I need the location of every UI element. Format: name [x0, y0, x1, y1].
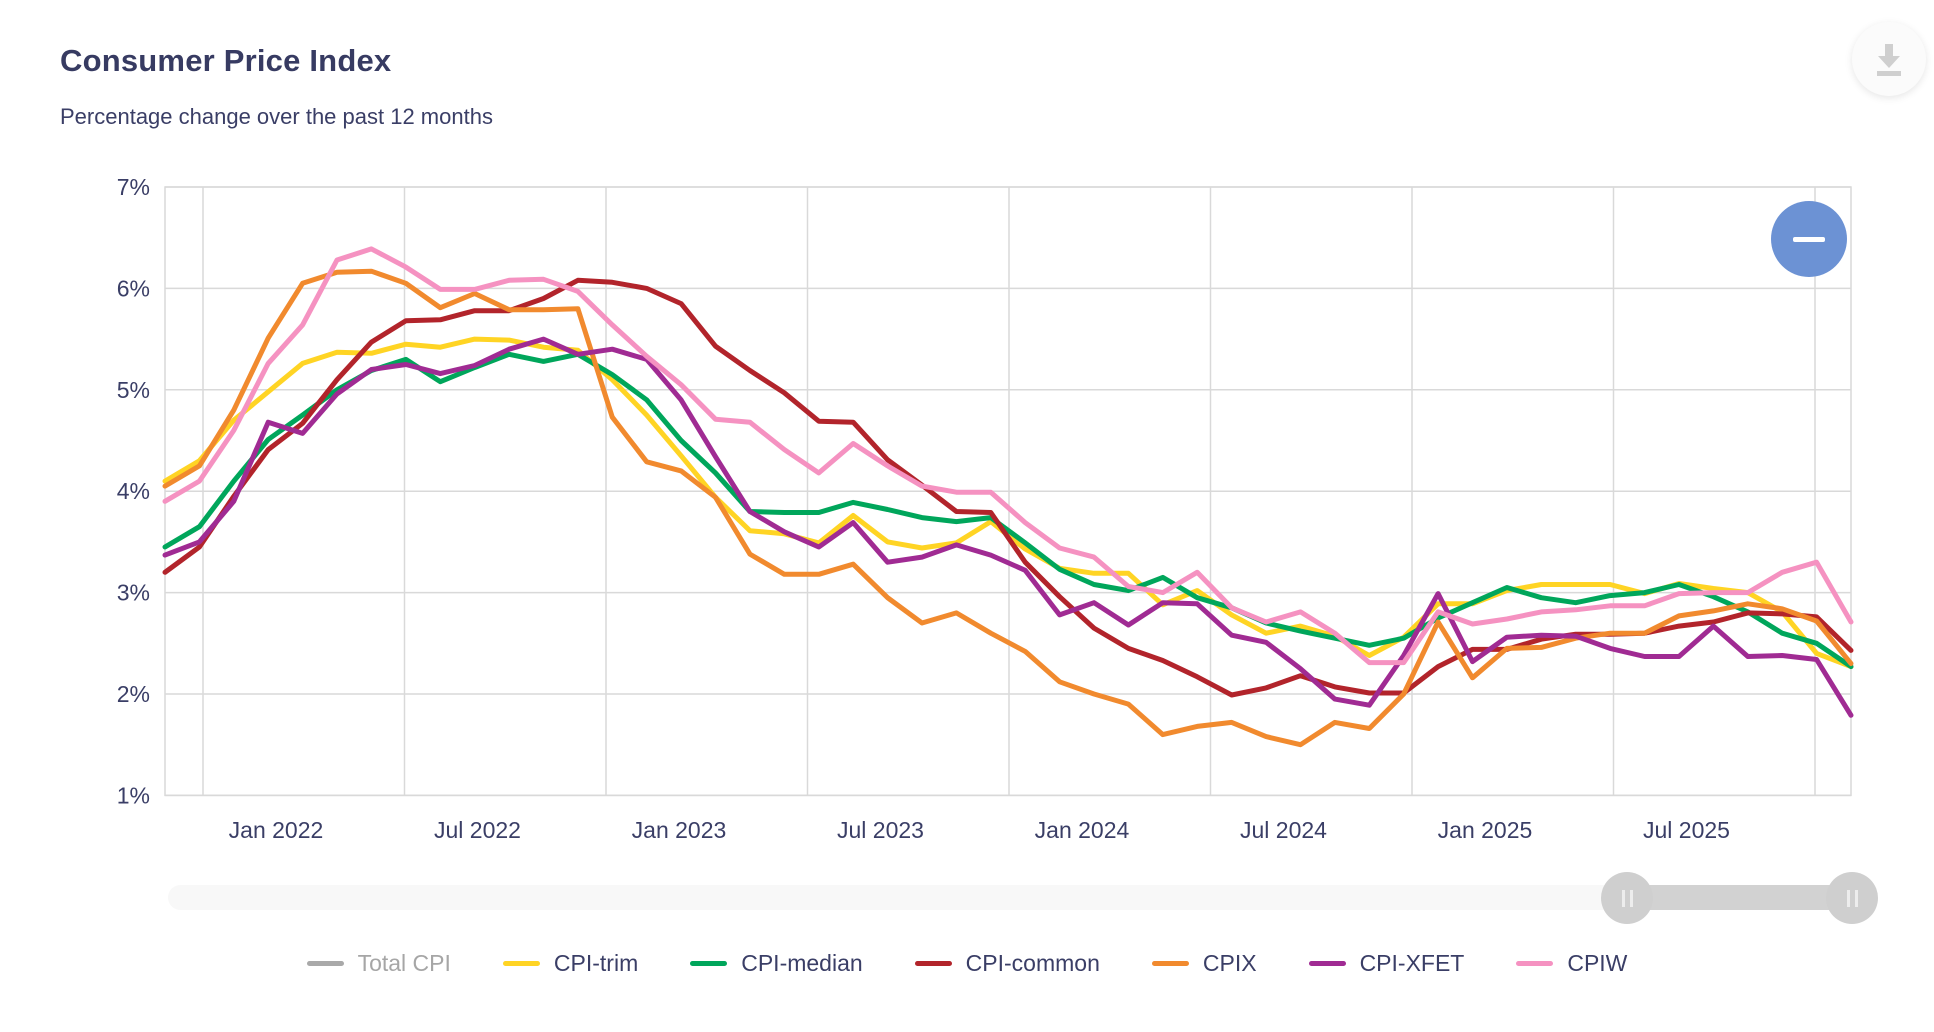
legend-item-cpi-median[interactable]: CPI-median [690, 950, 863, 977]
range-scrollbar-track[interactable] [168, 885, 1868, 910]
download-icon [1872, 42, 1906, 76]
legend-item-cpi-trim[interactable]: CPI-trim [502, 950, 639, 977]
legend-label: CPI-XFET [1359, 950, 1465, 976]
legend-swatch-cpiw [1516, 961, 1554, 966]
y-axis-label: 6% [117, 275, 150, 301]
grip-lines-icon [1846, 889, 1850, 907]
legend-label: CPI-median [741, 950, 863, 976]
series-line-cpi-xfet[interactable] [162, 336, 1854, 718]
y-axis-labels: 7% 6% 5% 4% 3% 2% 1% [117, 174, 150, 808]
legend-item-cpi-xfet[interactable]: CPI-XFET [1308, 950, 1465, 977]
minus-icon [1793, 236, 1825, 242]
legend-item-cpi-common[interactable]: CPI-common [914, 950, 1100, 977]
legend-swatch-cpi-xfet [1308, 961, 1346, 966]
legend-item-cpix[interactable]: CPIX [1151, 950, 1257, 977]
series-line-cpix[interactable] [162, 268, 1854, 748]
grip-lines-icon [1629, 889, 1633, 907]
x-axis-label: Jul 2023 [837, 817, 924, 843]
legend-swatch-cpi-trim [502, 961, 540, 966]
x-axis-label: Jul 2025 [1643, 817, 1730, 843]
y-axis-label: 3% [117, 580, 150, 606]
legend-item-cpiw[interactable]: CPIW [1516, 950, 1627, 977]
chart-subtitle: Percentage change over the past 12 month… [60, 104, 493, 129]
y-axis-label: 7% [117, 174, 150, 200]
x-axis-label: Jul 2022 [434, 817, 521, 843]
plot-border [164, 186, 1852, 797]
grip-lines-icon [1621, 889, 1625, 907]
range-handle-right[interactable] [1826, 872, 1878, 924]
download-button[interactable] [1852, 22, 1926, 96]
legend-swatch-cpi-common [914, 961, 952, 966]
page-title: Consumer Price Index [60, 42, 392, 78]
y-axis-label: 4% [117, 478, 150, 504]
legend-label: CPI-trim [553, 950, 639, 976]
legend-label: CPI-common [965, 950, 1100, 976]
chart-legend: Total CPI CPI-trim CPI-median CPI-common CPI… [0, 950, 1934, 977]
x-axis-label: Jan 2025 [1438, 817, 1533, 843]
legend-label: CPIX [1202, 950, 1257, 976]
grip-lines-icon [1854, 889, 1858, 907]
series-line-cpiw[interactable] [162, 246, 1854, 666]
zoom-out-button[interactable] [1771, 201, 1847, 277]
y-axis-label: 1% [117, 782, 150, 808]
legend-swatch-cpix [1151, 961, 1189, 966]
y-axis-label: 5% [117, 377, 150, 403]
range-handle-left[interactable] [1601, 872, 1653, 924]
legend-swatch-cpi-median [690, 961, 728, 966]
x-axis-label: Jan 2024 [1035, 817, 1130, 843]
range-scrollbar-selected[interactable] [1640, 885, 1840, 910]
x-axis-label: Jan 2023 [632, 817, 727, 843]
legend-item-total-cpi[interactable]: Total CPI [306, 950, 451, 977]
y-axis-label: 2% [117, 681, 150, 707]
series-line-cpi-median[interactable] [162, 351, 1854, 670]
x-axis-label: Jul 2024 [1240, 817, 1327, 843]
gridlines [164, 186, 1852, 797]
legend-swatch-total-cpi [306, 961, 344, 966]
legend-label: Total CPI [357, 950, 451, 976]
x-axis-labels: Jan 2022 Jul 2022 Jan 2023 Jul 2023 Jan 2024… [229, 817, 1730, 843]
x-axis-label: Jan 2022 [229, 817, 324, 843]
cpi-line-chart: 7% 6% 5% 4% 3% 2% 1% Jan 2022 Jul 2022 Jan 2023 Ju… [117, 174, 1854, 843]
series-line-cpi-trim[interactable] [162, 336, 1854, 670]
legend-label: CPIW [1567, 950, 1628, 976]
